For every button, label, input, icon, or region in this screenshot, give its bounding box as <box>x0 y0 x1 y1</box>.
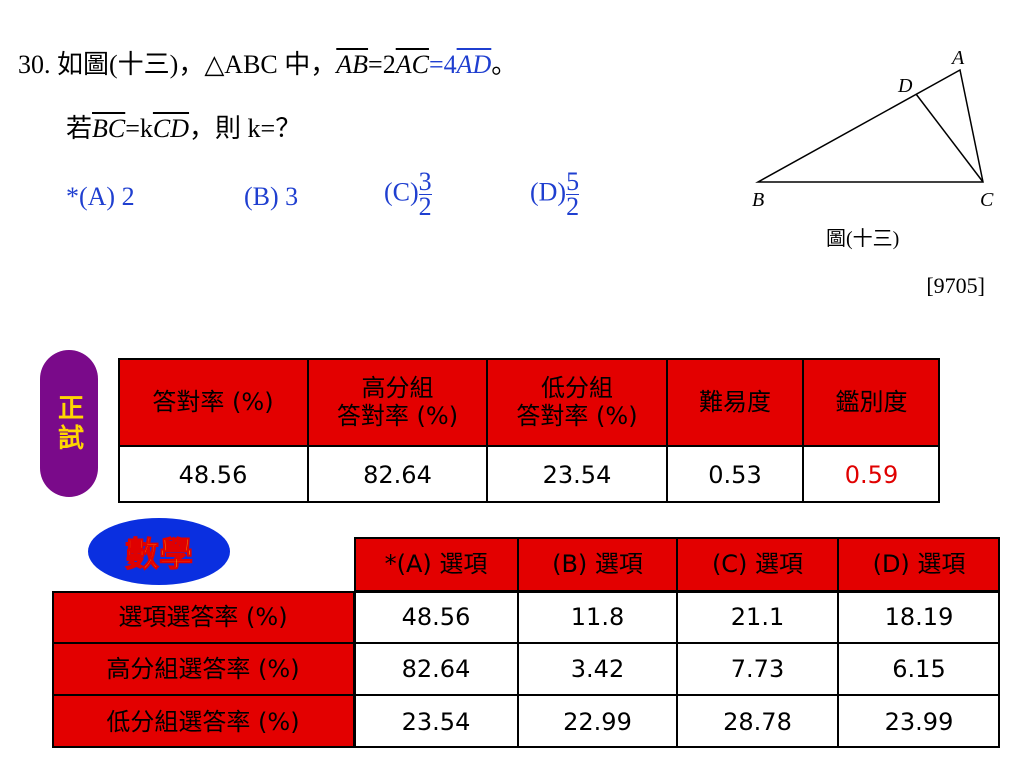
row-label: 高分組選答率 (%) <box>52 643 354 695</box>
point-label: A <box>950 47 965 69</box>
question-line1: 30. 如圖(十三)，△ABC 中，AB=2AC=4AD。 <box>18 44 517 81</box>
text: 如圖(十三)，△ABC 中， <box>57 50 337 79</box>
text: =4 <box>428 50 457 79</box>
subject-badge: 數學 <box>88 518 230 585</box>
header-cell: (D) 選項 <box>838 537 1000 591</box>
segment: CD <box>152 114 190 143</box>
table-border <box>118 358 940 503</box>
choice: *(A) 2 <box>66 182 135 211</box>
value-cell: 82.64 <box>354 643 518 695</box>
numerator: 5 <box>566 167 580 196</box>
text: ，則 k=？ <box>189 114 302 143</box>
row-label: 低分組選答率 (%) <box>52 695 354 748</box>
point-label: C <box>980 189 994 211</box>
text: 若 <box>66 114 93 143</box>
segment-dc <box>915 93 984 183</box>
choice-label: (C) <box>384 177 419 207</box>
header-cell: *(A) 選項 <box>354 537 518 591</box>
value-cell: 6.15 <box>838 643 1000 695</box>
text: 。 <box>491 50 518 79</box>
triangle <box>755 68 984 183</box>
value-cell: 3.42 <box>518 643 677 695</box>
exam-badge: 正試 <box>40 350 98 497</box>
value-cell: 48.56 <box>118 446 308 503</box>
header-cell: 答對率 (%) <box>118 358 308 446</box>
header-cell: 低分組 答對率 (%) <box>487 358 667 446</box>
denominator: 2 <box>566 192 580 221</box>
text: =2 <box>368 50 396 79</box>
choice: (D) 5 2 <box>530 167 580 221</box>
segment: BC <box>92 114 126 143</box>
question-number: 30. <box>18 50 51 79</box>
header-cell: (B) 選項 <box>518 537 677 591</box>
figure: A B C D 圖(十三) [9705] <box>752 47 994 298</box>
figure-caption: 圖(十三) <box>826 227 899 250</box>
choice: (B) 3 <box>244 182 299 211</box>
segment: AB <box>336 50 369 79</box>
question-line2: 若BC=kCD，則 k=？ <box>66 108 301 145</box>
header-cell: (C) 選項 <box>677 537 838 591</box>
choice-label: (D) <box>530 177 567 207</box>
header-cell: 難易度 <box>667 358 803 446</box>
source: [9705] <box>926 273 985 298</box>
segment: AD <box>456 50 492 79</box>
value-cell: 7.73 <box>677 643 838 695</box>
table-border <box>52 591 1000 748</box>
numerator: 3 <box>418 167 432 196</box>
text: =k <box>125 114 153 143</box>
segment: AC <box>395 50 429 79</box>
denominator: 2 <box>418 192 432 221</box>
value-cell: 0.53 <box>667 446 803 503</box>
header-cell: 鑑別度 <box>803 358 940 446</box>
point-label: D <box>897 75 913 97</box>
choice: (C) 3 2 <box>384 167 432 221</box>
point-label: B <box>752 189 764 211</box>
